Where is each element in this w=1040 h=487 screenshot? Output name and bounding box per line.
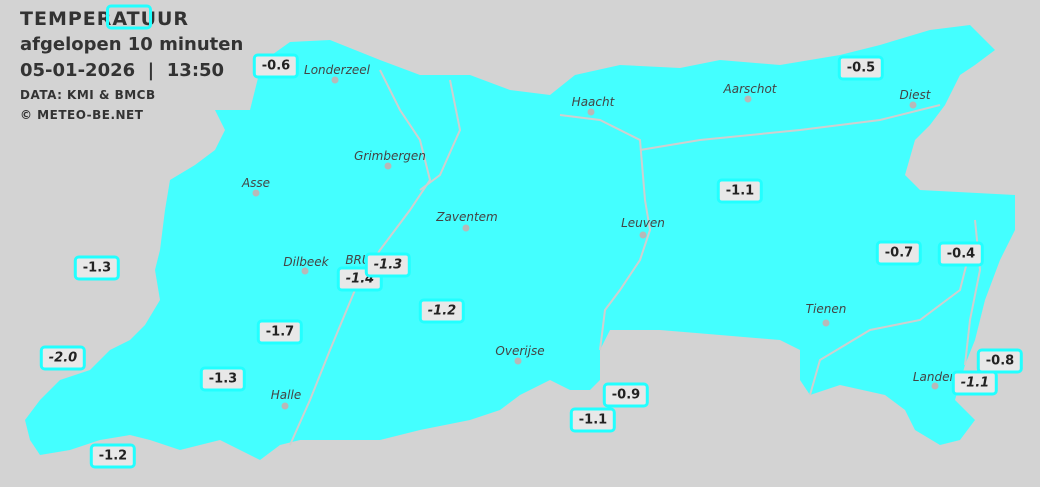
borders bbox=[289, 69, 982, 446]
city-label: Diest bbox=[899, 88, 931, 102]
temperature-label: -0.7 bbox=[875, 240, 923, 266]
temperature-label: -1.1 bbox=[569, 407, 617, 433]
city-label: Leuven bbox=[621, 216, 665, 230]
city-dot bbox=[744, 95, 752, 103]
temperature-label: -1.2 bbox=[89, 443, 137, 469]
city-label: Overijse bbox=[495, 344, 545, 358]
city-label: Grimbergen bbox=[354, 149, 426, 163]
city-dot bbox=[462, 224, 470, 232]
map-subtitle: afgelopen 10 minuten bbox=[20, 34, 244, 55]
city-label: Aarschot bbox=[723, 82, 777, 96]
city-dot bbox=[252, 189, 260, 197]
city-dot bbox=[639, 231, 647, 239]
city-dot bbox=[331, 76, 339, 84]
temperature-label: -1.1 bbox=[951, 370, 999, 396]
city-label: Zaventem bbox=[436, 210, 498, 224]
city-dot bbox=[301, 267, 309, 275]
city-label: Tienen bbox=[805, 302, 847, 316]
city-label: Asse bbox=[241, 176, 271, 190]
city-label: Haacht bbox=[571, 95, 615, 109]
city-label: Dilbeek bbox=[283, 255, 329, 269]
data-source: DATA: KMI & BMCB bbox=[20, 88, 156, 102]
temperature-label: -1.7 bbox=[256, 319, 304, 345]
temperature-label: -0.5 bbox=[837, 55, 885, 81]
city-label: Landen bbox=[912, 370, 958, 384]
temperature-label: -1.3 bbox=[364, 252, 412, 278]
temperature-label: -1.3 bbox=[199, 366, 247, 392]
city-dot bbox=[384, 162, 392, 170]
temperature-label: -1.3 bbox=[73, 255, 121, 281]
city-label: Londerzeel bbox=[304, 63, 370, 77]
city-dot bbox=[909, 101, 917, 109]
city-label: Halle bbox=[270, 388, 302, 402]
city-dot bbox=[281, 402, 289, 410]
temperature-label: -0.6 bbox=[252, 53, 300, 79]
city-dot bbox=[931, 382, 939, 390]
city-dot bbox=[822, 319, 830, 327]
city-dot bbox=[514, 357, 522, 365]
temperature-label-hidden bbox=[106, 4, 152, 30]
temperature-label: -0.8 bbox=[976, 348, 1024, 374]
temperature-label: -2.0 bbox=[39, 345, 87, 371]
province-area bbox=[25, 25, 1015, 460]
temperature-label: -0.9 bbox=[602, 382, 650, 408]
copyright: © METEO-BE.NET bbox=[20, 108, 144, 122]
temperature-label: -1.2 bbox=[418, 298, 466, 324]
city-label: BRU bbox=[345, 253, 371, 267]
datetime: 05-01-2026 | 13:50 bbox=[20, 60, 225, 81]
temperature-label: -1.1 bbox=[716, 178, 764, 204]
city-dot bbox=[587, 108, 595, 116]
temperature-label: -0.4 bbox=[937, 241, 985, 267]
map-title: TEMPERATUUR bbox=[20, 8, 190, 30]
